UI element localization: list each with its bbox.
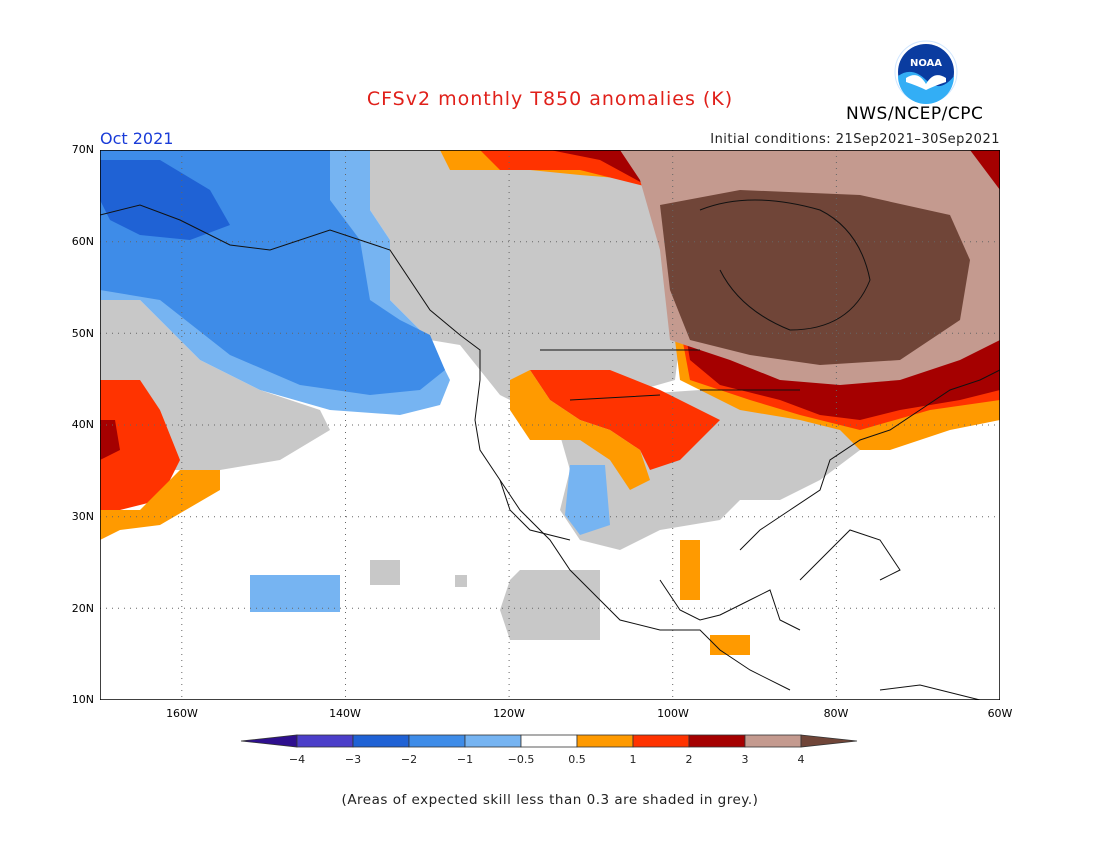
skill-note: (Areas of expected skill less than 0.3 a… — [341, 792, 759, 808]
legend-arrow-high — [800, 734, 858, 748]
grey-region-mexico — [500, 570, 600, 640]
noaa-logo: NOAA — [894, 40, 958, 104]
lon-label-140w: 140W — [329, 707, 361, 720]
orange-pacific-subtropic — [100, 470, 220, 540]
legend-tick-label: −1 — [457, 753, 473, 766]
legend-tick-label: −4 — [289, 753, 305, 766]
legend-swatch — [296, 734, 354, 748]
legend-swatch — [464, 734, 522, 748]
legend-swatches — [240, 734, 858, 748]
lat-label-20: 20N — [71, 602, 94, 615]
grey-region-canada — [360, 150, 680, 410]
legend-swatch — [520, 734, 578, 748]
lon-label-60w: 60W — [987, 707, 1013, 720]
legend-swatch — [632, 734, 690, 748]
lon-label-160w: 160W — [166, 707, 198, 720]
orange-central-us — [510, 370, 650, 490]
anomaly-map — [100, 150, 1000, 700]
organization-label: NWS/NCEP/CPC — [846, 104, 984, 124]
legend-tick-label: 1 — [630, 753, 637, 766]
darkred-pacific — [100, 420, 120, 460]
legend-swatch — [408, 734, 466, 748]
graticule — [100, 150, 1000, 700]
lon-label-100w: 100W — [657, 707, 689, 720]
legend-tick-label: −0.5 — [508, 753, 535, 766]
grey-patch — [370, 560, 400, 585]
legend-tick-label: 3 — [742, 753, 749, 766]
orange-central-america — [710, 635, 750, 655]
lat-label-40: 40N — [71, 418, 94, 431]
lat-label-10: 10N — [71, 693, 94, 706]
legend-tick-label: 0.5 — [568, 753, 586, 766]
map-title: CFSv2 monthly T850 anomalies (K) — [366, 88, 734, 110]
legend-tick-labels: −4 −3 −2 −1 −0.5 0.5 1 2 3 4 — [289, 753, 805, 766]
light-blue-mexico — [565, 465, 610, 535]
dark-blue-alaska — [100, 160, 230, 240]
legend-swatch — [352, 734, 410, 748]
coastlines — [100, 199, 1000, 700]
legend-tick-label: 4 — [798, 753, 805, 766]
legend-arrow-low — [240, 734, 298, 748]
forecast-month: Oct 2021 — [100, 129, 174, 148]
initial-conditions: Initial conditions: 21Sep2021–30Sep2021 — [710, 132, 1000, 147]
noaa-logo-text: NOAA — [910, 58, 942, 69]
legend-swatch — [744, 734, 802, 748]
legend-swatch — [688, 734, 746, 748]
lat-label-50: 50N — [71, 327, 94, 340]
grey-patch — [455, 575, 467, 587]
light-blue-subtropical — [250, 575, 340, 612]
lat-label-30: 30N — [71, 510, 94, 523]
legend-tick-label: −2 — [401, 753, 417, 766]
orange-gulf — [680, 540, 700, 600]
legend-tick-label: −3 — [345, 753, 361, 766]
legend-swatch — [576, 734, 634, 748]
color-legend: −4 −3 −2 −1 −0.5 0.5 1 2 3 4 — [240, 734, 858, 766]
brown-dark-canada — [660, 190, 970, 365]
lon-label-80w: 80W — [823, 707, 849, 720]
legend-tick-label: 2 — [686, 753, 693, 766]
lat-label-60: 60N — [71, 235, 94, 248]
red-pacific-subtropic — [100, 380, 180, 510]
lat-label-70: 70N — [71, 143, 94, 156]
lon-label-120w: 120W — [493, 707, 525, 720]
